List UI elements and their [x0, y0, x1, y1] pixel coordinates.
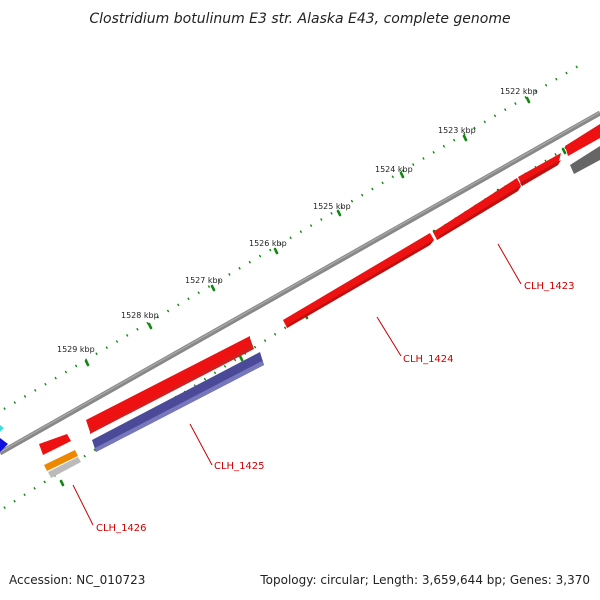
tick-label: 1524 kbp: [375, 165, 413, 174]
accession-label: Accession: NC_010723: [9, 573, 146, 587]
leader-clh1425: [189, 423, 213, 466]
outer-scale-ring: [3, 60, 586, 411]
major-tick: [561, 147, 567, 155]
gene-label-clh1424[interactable]: CLH_1424: [403, 354, 454, 365]
leader-clh1423: [497, 243, 522, 285]
major-tick: [84, 359, 90, 367]
gene-arrow-blue-edge: [0, 438, 8, 452]
reverse-strand-features: [0, 146, 600, 478]
major-tick: [238, 354, 244, 362]
gene-labels: CLH_1423 CLH_1424 CLH_1425 CLH_1426: [96, 281, 575, 534]
gene-arrow-shadow: [520, 160, 561, 186]
genome-backbone: [0, 110, 600, 456]
gene-arrow-orange: [44, 450, 78, 471]
gene-arrow-clh1424: [283, 233, 434, 328]
gene-label-clh1423[interactable]: CLH_1423: [524, 281, 575, 292]
outer-major-ticks: [84, 96, 531, 367]
gene-arrow-gray: [48, 457, 81, 478]
tick-label: 1526 kbp: [249, 239, 287, 248]
gene-arrow-clh1426-forward: [39, 434, 71, 455]
major-tick: [462, 134, 468, 142]
forward-strand-features: [39, 124, 600, 455]
tick-label: 1529 kbp: [57, 345, 95, 354]
gene-arrow-shadow: [287, 240, 434, 328]
major-tick: [525, 96, 531, 104]
gene-arrow-clh1425-forward: [86, 336, 250, 432]
major-tick: [273, 247, 279, 255]
major-tick: [210, 284, 216, 292]
gene-arrow-shadow: [95, 361, 264, 452]
gene-arrow-clh1425: [92, 352, 264, 452]
major-tick: [147, 322, 153, 330]
gene-arrow-cyan-edge: [0, 425, 4, 432]
major-tick: [399, 171, 405, 179]
gene-arrow-clh1423: [433, 178, 521, 240]
gene-arrow-clh1422: [518, 153, 561, 186]
tick-label: 1523 kbp: [438, 126, 476, 135]
tick-label: 1525 kbp: [313, 202, 351, 211]
gene-arrow-partial-right: [565, 124, 600, 156]
genome-summary: Topology: circular; Length: 3,659,644 bp…: [260, 573, 590, 587]
gene-arrow-dark-gray: [570, 146, 600, 174]
major-tick: [336, 209, 342, 217]
tick-label: 1522 kbp: [500, 87, 538, 96]
tick-label: 1527 kbp: [185, 276, 223, 285]
map-title: Clostridium botulinum E3 str. Alaska E43…: [89, 11, 510, 27]
label-leaders: [72, 243, 522, 526]
major-tick: [59, 479, 65, 487]
genome-backbone-highlight: [0, 111, 600, 453]
tick-labels: 1522 kbp 1523 kbp 1524 kbp 1525 kbp 1526…: [57, 87, 538, 354]
gene-arrow-shadow: [437, 186, 521, 240]
tick-label: 1528 kbp: [121, 311, 159, 320]
gene-label-clh1426[interactable]: CLH_1426: [96, 523, 147, 534]
leader-clh1424: [376, 316, 402, 357]
leader-clh1426: [72, 484, 94, 526]
gene-label-clh1425[interactable]: CLH_1425: [214, 461, 265, 472]
